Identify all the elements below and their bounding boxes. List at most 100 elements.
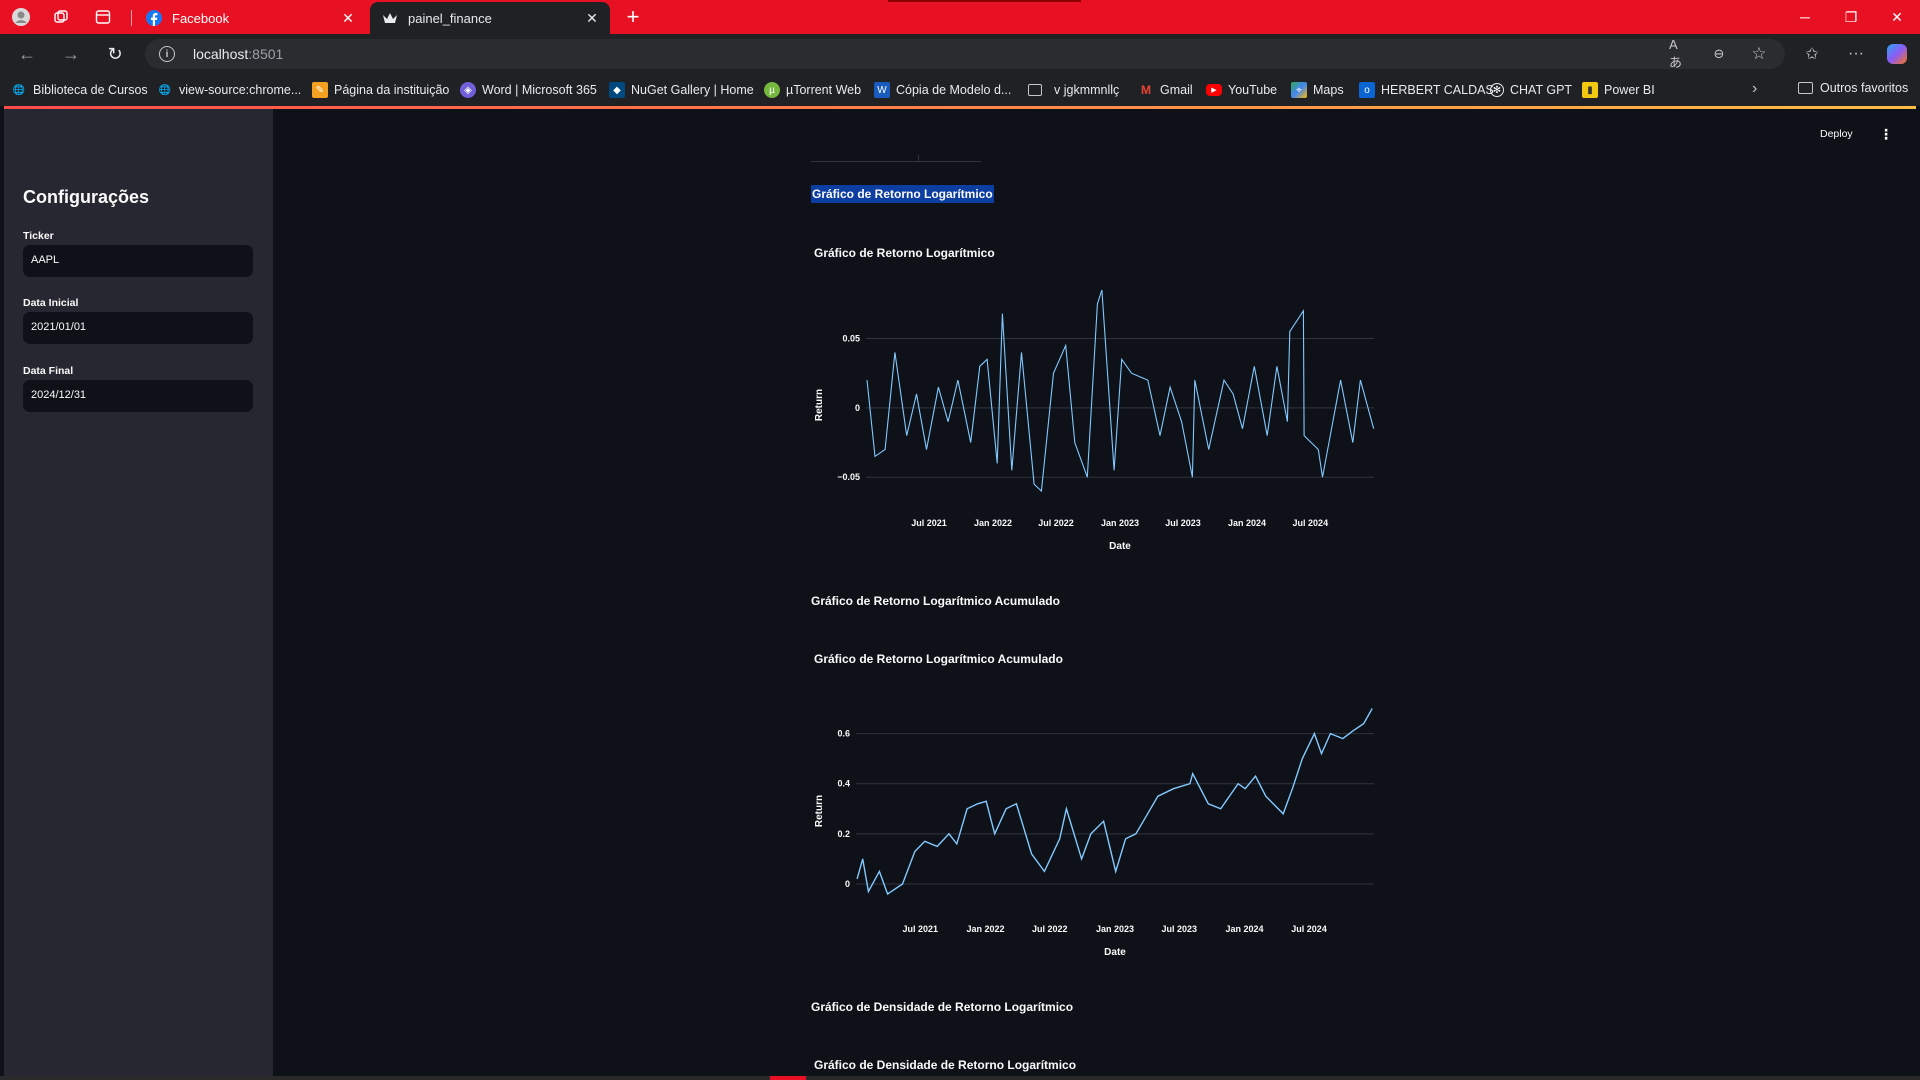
app-main-area[interactable] — [4, 108, 1916, 1076]
chart-title-density: Gráfico de Densidade de Retorno Logarítm… — [814, 1058, 1077, 1072]
bookmark-item[interactable]: ⌖ Maps — [1291, 81, 1344, 99]
other-favorites-label: Outros favoritos — [1820, 81, 1909, 95]
bookmark-label: view-source:chrome... — [179, 83, 302, 97]
scroll-indicator — [770, 1076, 806, 1080]
bookmark-item[interactable]: ◈ Word | Microsoft 365 — [460, 81, 597, 99]
nuget-icon: ◆ — [609, 82, 625, 98]
folder-icon — [1028, 84, 1042, 96]
pencil-icon: ✎ — [312, 82, 328, 98]
end-date-input[interactable]: 2024/12/31 — [23, 380, 253, 412]
bookmark-item[interactable]: ◆ NuGet Gallery | Home — [609, 81, 754, 99]
browser-toolbar: ← → ↻ i localhost:8501 Aあ ⊖ ☆ ✩ ··· — [0, 34, 1920, 74]
word-icon: W — [874, 82, 890, 98]
section-heading-log-return-cum: Gráfico de Retorno Logarítmico Acumulado — [811, 594, 1060, 608]
y-tick-label: 0.6 — [837, 729, 850, 739]
y-tick-label: 0.05 — [842, 334, 860, 344]
bookmark-label: Gmail — [1160, 83, 1193, 97]
read-aloud-icon[interactable]: Aあ — [1669, 37, 1683, 70]
bookmark-item[interactable]: ✎ Página da instituição — [312, 81, 449, 99]
address-bar[interactable]: i localhost:8501 Aあ ⊖ ☆ — [145, 37, 1785, 70]
bookmark-label: v jgkmmnllç — [1054, 83, 1120, 97]
y-tick-label: 0.4 — [837, 779, 850, 789]
reload-icon[interactable]: ↻ — [107, 43, 123, 64]
other-favorites[interactable]: Outros favoritos — [1798, 81, 1908, 95]
x-tick-label: Jul 2021 — [911, 518, 947, 528]
x-tick-label: Jul 2024 — [1291, 924, 1327, 934]
y-tick-label: 0.2 — [837, 829, 850, 839]
cumulative-log-return-chart[interactable]: 0 0.2 0.4 0.6 Jul 2021 Jan 2022 Jul 2022 Jan 2… — [800, 676, 1380, 966]
favorite-star-icon[interactable]: ☆ — [1751, 44, 1767, 63]
facebook-icon — [146, 10, 162, 26]
sidebar-title: Configurações — [23, 187, 150, 207]
profile-icon[interactable] — [10, 6, 32, 28]
copilot-icon[interactable] — [1884, 41, 1910, 67]
x-tick-label: Jul 2022 — [1038, 518, 1074, 528]
bookmark-item[interactable]: 🌐 Biblioteca de Cursos — [11, 81, 148, 99]
bookmark-item[interactable]: µ µTorrent Web — [764, 81, 861, 99]
bookmark-item[interactable]: ▮ Power BI — [1582, 81, 1655, 99]
streamlit-crown-icon — [382, 10, 398, 26]
x-tick-label: Jan 2022 — [966, 924, 1004, 934]
close-window-icon[interactable]: ✕ — [1891, 8, 1903, 25]
y-axis-label: Return — [814, 795, 825, 827]
forward-arrow-icon[interactable]: → — [62, 43, 80, 64]
more-menu-icon[interactable]: ··· — [1848, 45, 1864, 62]
bookmark-label: µTorrent Web — [786, 83, 862, 97]
workspaces-icon[interactable] — [50, 6, 72, 28]
minimize-icon[interactable]: ─ — [1800, 9, 1810, 25]
globe-icon: 🌐 — [12, 84, 26, 96]
bookmark-label: CHAT GPT — [1510, 83, 1573, 97]
back-arrow-icon[interactable]: ← — [18, 43, 36, 64]
bookmark-label: Maps — [1313, 83, 1344, 97]
bookmark-item[interactable]: o HERBERT CALDAS — [1359, 81, 1494, 99]
main-menu-icon[interactable]: ⋮ — [1879, 126, 1893, 142]
browser-tab-strip: Facebook ✕ painel_finance ✕ + ─ ❐ ✕ — [0, 0, 1920, 34]
word365-icon: ◈ — [460, 82, 476, 98]
new-tab-plus-icon[interactable]: + — [626, 4, 640, 29]
chevron-right-icon[interactable]: › — [1752, 80, 1758, 97]
restore-icon[interactable]: ❐ — [1844, 8, 1858, 25]
x-tick-label: Jan 2023 — [1101, 518, 1139, 528]
x-axis-label: Date — [1104, 947, 1126, 958]
y-tick-label: 0 — [845, 879, 850, 889]
x-tick-label: Jan 2024 — [1228, 518, 1266, 528]
bookmark-item[interactable]: 🌐 view-source:chrome... — [157, 81, 302, 99]
y-tick-label: −0.05 — [837, 472, 860, 482]
bookmark-item[interactable]: ▶ YouTube — [1206, 81, 1277, 99]
section-heading-density: Gráfico de Densidade de Retorno Logarítm… — [811, 1000, 1074, 1014]
start-date-input[interactable]: 2021/01/01 — [23, 312, 253, 344]
app-decoration-bar — [4, 106, 1916, 109]
section-heading-log-return: Gráfico de Retorno Logarítmico — [811, 185, 994, 203]
bookmark-item[interactable]: M Gmail — [1138, 81, 1193, 99]
address-url[interactable]: localhost:8501 — [193, 46, 283, 62]
favorites-icon[interactable]: ✩ — [1805, 46, 1819, 63]
chart-title-log-return: Gráfico de Retorno Logarítmico — [814, 246, 995, 260]
series-line — [866, 289, 1375, 493]
bookmark-item[interactable]: ✻ CHAT GPT — [1490, 81, 1572, 99]
tab-title: painel_finance — [408, 10, 492, 26]
tab-facebook[interactable]: Facebook ✕ — [134, 2, 366, 34]
bookmark-item[interactable]: W Cópia de Modelo d... — [874, 81, 1011, 99]
close-tab-icon[interactable]: ✕ — [586, 9, 598, 26]
ticker-label: Ticker — [23, 230, 54, 242]
close-tab-icon[interactable]: ✕ — [342, 9, 354, 26]
tab-separator — [131, 10, 132, 26]
end-date-label: Data Final — [23, 365, 74, 377]
title-bar-drag-strip — [888, 0, 1081, 2]
x-tick-label: Jul 2024 — [1293, 518, 1329, 528]
bookmark-label: Cópia de Modelo d... — [896, 83, 1012, 97]
bookmark-item[interactable]: v jgkmmnllç — [1028, 81, 1119, 99]
site-info-icon[interactable]: i — [159, 46, 175, 62]
deploy-button[interactable]: Deploy — [1820, 128, 1853, 140]
previous-element-border — [811, 161, 981, 162]
log-return-chart[interactable]: −0.05 0 0.05 Jul 2021 Jan 2022 Jul 2022 Jan 2… — [800, 270, 1380, 560]
tab-painel-finance[interactable]: painel_finance ✕ — [370, 2, 610, 34]
vertical-tabs-icon[interactable] — [92, 6, 114, 28]
bookmark-label: Power BI — [1604, 83, 1655, 97]
bookmark-label: HERBERT CALDAS — [1381, 83, 1494, 97]
zoom-out-icon[interactable]: ⊖ — [1713, 46, 1725, 61]
x-tick-label: Jan 2022 — [974, 518, 1012, 528]
x-tick-label: Jul 2021 — [902, 924, 938, 934]
bookmark-label: NuGet Gallery | Home — [631, 83, 754, 97]
ticker-input[interactable]: AAPL — [23, 245, 253, 277]
